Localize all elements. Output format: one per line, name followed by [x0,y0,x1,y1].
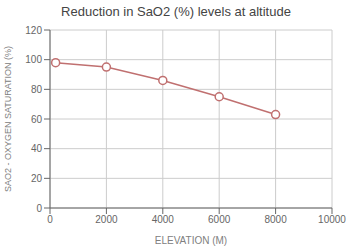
svg-text:SAO2 - OXYGEN SATURATION (%): SAO2 - OXYGEN SATURATION (%) [8,46,13,192]
svg-text:60: 60 [31,114,43,125]
svg-text:40: 40 [31,143,43,154]
svg-text:6000: 6000 [208,214,231,225]
svg-text:ELEVATION (M): ELEVATION (M) [155,235,227,246]
svg-text:8000: 8000 [264,214,287,225]
svg-text:0: 0 [36,203,42,214]
svg-text:20: 20 [31,173,43,184]
svg-text:2000: 2000 [95,214,118,225]
svg-text:10000: 10000 [318,214,344,225]
svg-text:80: 80 [31,84,43,95]
svg-text:120: 120 [25,25,42,36]
svg-text:0: 0 [47,214,53,225]
svg-text:100: 100 [25,54,42,65]
html-text:Reduction in SaO2 (%) levels a: Reduction in SaO2 (%) levels at altitude [61,4,291,19]
svg-text:4000: 4000 [152,214,175,225]
